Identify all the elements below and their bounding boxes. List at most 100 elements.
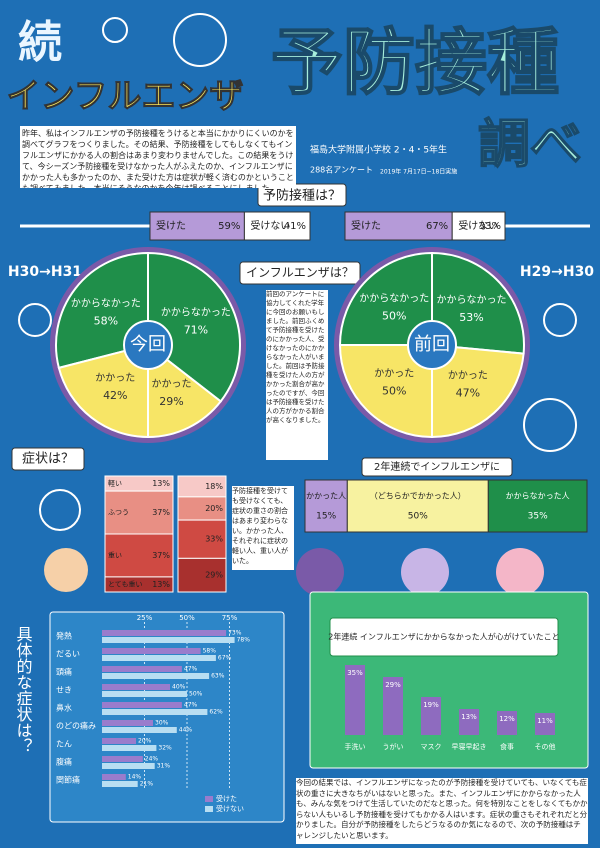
label: 32% [158,745,172,752]
label: 鼻水 [56,703,72,713]
pie-wedge [338,251,433,346]
label: 重い [108,551,122,559]
label: 予防接種は？ [263,188,341,204]
pie-wedge [431,251,525,355]
label: 63% [211,673,225,680]
label: 40% [172,684,186,691]
bar [383,677,403,735]
label: 具体的な症状は？ [14,626,33,754]
bar [102,738,136,744]
label: 19% [423,701,439,709]
bar [345,665,365,735]
syringe-segment [243,211,311,241]
label: 62% [209,709,223,716]
label: 14% [128,774,142,781]
conclusion: 今回の結果では、インフルエンザになったのが予防接種を受けていても、いなくても症状… [296,778,588,844]
label: 関節痛 [56,775,80,785]
label: 13% [152,479,170,488]
syringe-segment [149,211,245,241]
bar [102,691,187,697]
label: 67% [426,221,448,232]
label: 13% [461,713,477,721]
label: 腹痛 [56,757,72,767]
label: 2019年 7月17日~18日実施 [380,168,457,176]
label: 42% [103,389,127,402]
face [401,548,449,596]
pie-center [407,320,457,370]
label: 予防接種 [271,21,559,105]
consecutive-segment [304,479,348,533]
label: かからなかった人 [506,492,570,501]
label: かかった [151,378,191,390]
label: 73% [228,630,242,637]
influenza-note: 前回のアンケートに協力してくれた学年に今回のお願いもしました。前回ふくめて予防接… [266,290,328,460]
label: かかった [95,372,135,384]
stack-segment [104,533,174,578]
label: 20% [205,504,223,513]
consecutive-segment [346,479,489,533]
symptom-note: 予防接種を受けても受けなくても、症状の重さの割合はあまり変わらない。かかった人、… [232,486,294,570]
label: 25% [137,614,153,622]
intro: 昨年、私はインフルエンザの予防接種をうけると本当にかかりにくいのかを調べてグラフ… [20,126,296,188]
label: 50% [189,691,203,698]
label: 37% [152,508,170,517]
label: 12% [499,715,515,723]
label: 症状は？ [22,452,74,467]
bar [102,756,143,762]
label: 2年連続でインフルエンザに [374,460,500,473]
bar [102,763,155,769]
label: 75% [222,614,238,622]
label: 調べ [478,115,582,175]
label: 47% [456,386,480,399]
stack-segment [177,557,227,593]
stack-segment [177,519,227,559]
label: かからなかった [161,307,231,319]
label: 手洗い [345,742,366,751]
bar [102,666,182,672]
label: 13% [152,580,170,589]
label: 35% [528,512,548,522]
label: かかった [448,369,488,381]
label: かからなかった [359,292,429,304]
bar [102,702,182,708]
label: インフルエンザは？ [246,266,354,280]
label: 前回 [414,334,450,355]
bar [102,745,157,751]
label: 29% [385,681,401,689]
pie-wedge [431,343,525,439]
bar [459,709,479,735]
bar [102,630,227,636]
label: インフルエンザ [7,77,244,117]
label: 受けた [156,220,186,232]
label: 20% [138,738,152,745]
label: 受けた [351,220,381,232]
label: 福島大学附属小学校 2・4・5年生 [310,144,447,156]
label: 受けた [216,794,237,803]
bar [102,648,201,654]
box [257,183,347,207]
face [296,548,344,596]
label: 受けない [250,220,290,232]
bar [102,774,126,780]
label: うがい [383,742,404,751]
decorations [18,13,577,531]
label: 71% [184,324,208,337]
bar [102,655,216,661]
bar [497,711,517,735]
label: 29% [205,571,223,580]
label: 11% [537,717,553,725]
label: 58% [94,314,118,327]
pie-wedge [147,251,241,403]
bar [102,684,170,690]
syringe-segment [344,211,453,241]
label: 頭痛 [56,667,72,677]
label: 35% [347,669,363,677]
label: 21% [140,781,154,788]
bar [102,709,208,715]
label: 2年連続 インフルエンザにかからなかった人が心がけていたこと [328,632,559,642]
label: 50% [382,385,406,398]
label: とても重い [108,580,142,588]
face [44,548,88,592]
label: マスク [421,743,442,751]
